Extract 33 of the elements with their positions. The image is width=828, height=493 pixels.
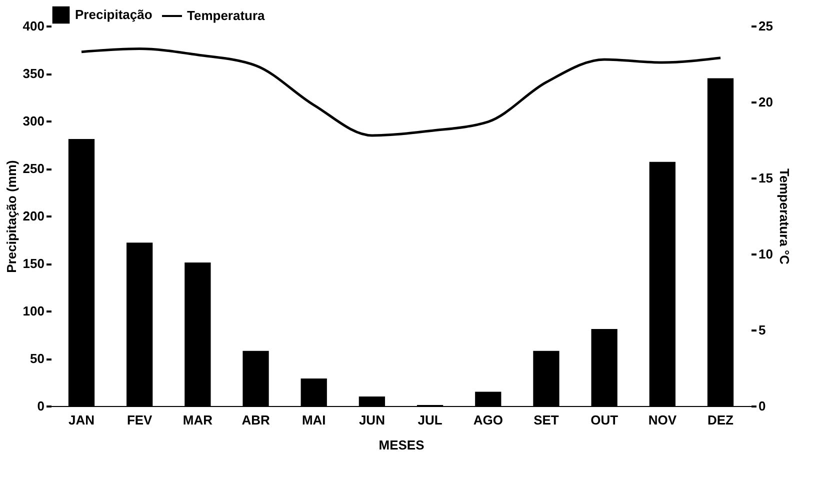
x-tick-label: MAI <box>302 412 326 428</box>
y-axis-title: Precipitação (mm) <box>4 160 19 273</box>
y-tick-label: 100 <box>22 304 44 318</box>
y-tick-label: 0 <box>37 398 44 414</box>
x-tick-label: NOV <box>648 412 677 428</box>
x-tick-label: FEV <box>126 412 153 428</box>
y2-tick-label: 15 <box>758 170 773 186</box>
x-tick-label: AGO <box>473 412 503 428</box>
x-tick-label: ABR <box>242 412 270 428</box>
y-tick-label: 250 <box>22 161 44 176</box>
y-tick-label: 200 <box>22 208 44 224</box>
y2-axis-title: Temperatura °C <box>776 168 792 266</box>
y2-tick-label: 5 <box>758 322 766 338</box>
x-tick-label: OUT <box>590 412 618 428</box>
x-tick-label: MAR <box>182 412 214 428</box>
x-axis-title: MESES <box>378 438 425 452</box>
legend-label: Precipitação <box>75 7 152 22</box>
y2-tick-label: 20 <box>758 94 773 110</box>
y2-tick-label: 0 <box>758 398 766 414</box>
y-tick-label: 150 <box>22 256 44 271</box>
x-tick-label: DEZ <box>708 412 734 428</box>
x-tick-label: JUN <box>358 412 385 428</box>
y2-tick-label: 10 <box>758 246 773 262</box>
x-tick-label: JUL <box>418 412 442 428</box>
y-tick-label: 350 <box>22 66 44 81</box>
y-tick-label: 300 <box>22 114 44 128</box>
legend-label: Temperatura <box>187 8 266 23</box>
y-tick-label: 50 <box>30 351 44 366</box>
line-series <box>80 48 722 137</box>
y-tick-label: 400 <box>22 18 44 34</box>
x-tick-label: SET <box>534 412 559 428</box>
x-tick-label: JAN <box>68 412 95 428</box>
y2-tick-label: 25 <box>758 18 773 34</box>
